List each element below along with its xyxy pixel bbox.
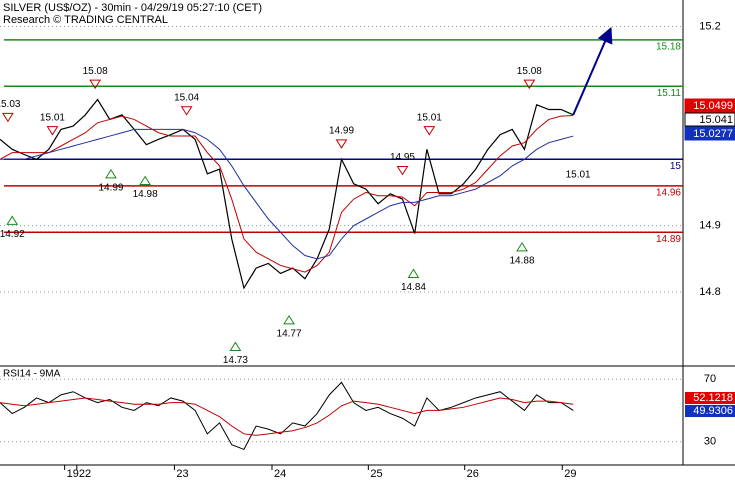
price-tag — [684, 126, 735, 141]
x-tick-label: 24 — [274, 468, 286, 480]
x-tick-label: 26 — [467, 468, 479, 480]
low-label: 14.84 — [401, 282, 426, 293]
low-label: 14.88 — [509, 256, 534, 267]
high-label: 14.95 — [390, 152, 415, 163]
y-tick-label: 14.8 — [699, 286, 720, 298]
rsi-label: RSI14 - 9MA — [3, 369, 61, 380]
y-tick-label: 14.9 — [699, 220, 720, 232]
chart-title: SILVER (US$/OZ) - 30min - 04/29/19 05:27… — [3, 2, 262, 14]
low-label: 14.98 — [133, 189, 158, 200]
high-label: 14.99 — [329, 126, 354, 137]
rsi-average — [0, 397, 574, 436]
high-marker — [396, 165, 409, 176]
high-marker — [335, 139, 348, 149]
rsi-tag — [685, 405, 735, 417]
x-tick-label: 25 — [370, 468, 382, 480]
high-label: 15.01 — [40, 112, 65, 123]
rsi-tag-label: 52.1218 — [693, 392, 733, 404]
x-tick-label: 23 — [176, 468, 188, 480]
low-marker — [229, 341, 242, 351]
price-tag-label: 15.041 — [699, 114, 733, 126]
low-marker — [407, 268, 420, 278]
high-label: 15.08 — [83, 66, 108, 77]
low-label: 14.99 — [98, 183, 123, 194]
level-label: 15 — [670, 161, 682, 172]
low-marker — [283, 314, 295, 325]
level-label: 15.11 — [657, 88, 682, 99]
low-marker — [6, 215, 19, 225]
high-label: 15.01 — [417, 112, 442, 123]
high-marker — [423, 126, 436, 136]
low-label: 14.92 — [0, 229, 25, 240]
level-label: 14.96 — [656, 187, 681, 198]
moving-average — [0, 128, 574, 260]
rsi-tag-label: 49.9306 — [693, 405, 733, 417]
low-marker — [139, 175, 152, 186]
chart-subtitle: Research © TRADING CENTRAL — [3, 14, 168, 26]
level-label: 15.18 — [656, 41, 681, 52]
level-label: 14.89 — [656, 234, 681, 245]
x-tick-label: 19 — [67, 468, 79, 480]
high-marker — [89, 79, 102, 90]
x-tick-label: 29 — [564, 468, 576, 480]
low-marker — [105, 168, 117, 179]
high-marker — [523, 79, 536, 90]
price-label: 15.01 — [566, 169, 591, 180]
high-marker — [2, 112, 14, 123]
high-label: 15.04 — [174, 92, 199, 103]
projection-arrow — [572, 26, 613, 116]
price-tag — [684, 112, 735, 127]
low-label: 14.73 — [223, 355, 248, 366]
price-tag — [684, 98, 735, 113]
rsi-line — [0, 381, 574, 451]
y-tick-label: 70 — [704, 373, 716, 385]
high-marker — [46, 126, 59, 136]
high-label: 15.08 — [517, 66, 542, 77]
x-tick-label: 22 — [79, 468, 91, 480]
y-tick-label: 30 — [704, 436, 716, 448]
high-marker — [180, 106, 193, 116]
low-label: 14.77 — [277, 329, 302, 340]
moving-average — [0, 114, 574, 273]
price-line — [0, 98, 574, 290]
price-tag-label: 15.0277 — [693, 128, 733, 140]
low-marker — [516, 241, 528, 252]
y-tick-label: 15.2 — [699, 20, 720, 32]
rsi-tag — [685, 392, 735, 404]
price-tag-label: 15.0499 — [693, 100, 733, 112]
high-label: 15.03 — [0, 99, 21, 110]
